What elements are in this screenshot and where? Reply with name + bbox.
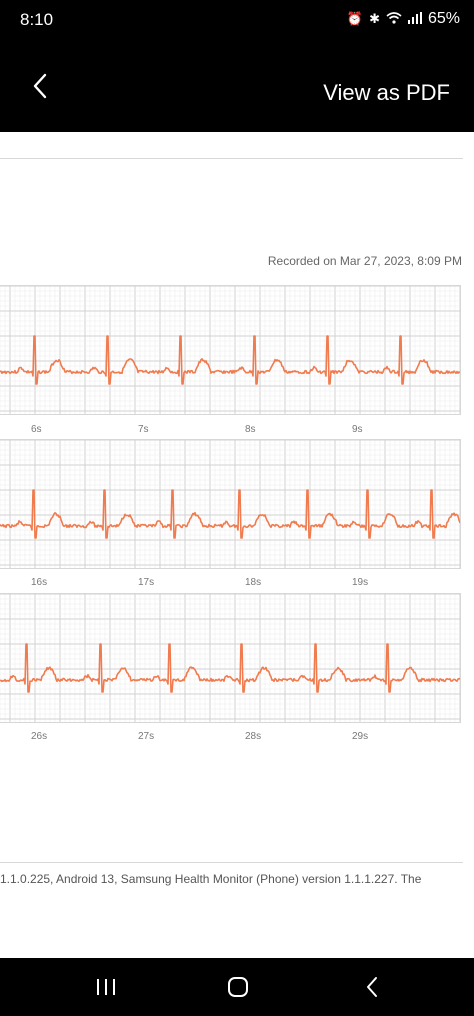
time-label: 9s	[352, 424, 363, 435]
ecg-waveform	[0, 643, 460, 693]
page-title: View as PDF	[323, 80, 450, 105]
time-label: 26s	[31, 731, 48, 742]
time-label: 17s	[138, 577, 155, 588]
ecg-waveform	[0, 335, 460, 385]
signal-icon	[407, 11, 422, 27]
ecg-trace	[0, 594, 460, 722]
home-button[interactable]	[214, 972, 262, 1002]
app-bar: View as PDF	[0, 40, 474, 132]
ecg-strip	[0, 593, 461, 723]
time-label: 18s	[245, 577, 262, 588]
back-button[interactable]	[20, 66, 60, 106]
ecg-waveform	[0, 489, 460, 539]
time-label: 27s	[138, 731, 155, 742]
device-info-text: 1.1.0.225, Android 13, Samsung Health Mo…	[0, 872, 422, 886]
ecg-trace	[0, 440, 460, 568]
recents-icon	[97, 979, 115, 995]
time-label: 6s	[31, 424, 42, 435]
alarm-icon: ⏰	[346, 11, 364, 26]
chevron-left-icon	[33, 73, 47, 99]
divider	[0, 862, 463, 863]
navigation-bar	[0, 958, 474, 1016]
back-nav-button[interactable]	[348, 972, 396, 1002]
recorded-timestamp: Recorded on Mar 27, 2023, 8:09 PM	[267, 254, 462, 268]
home-icon	[228, 977, 248, 997]
bluetooth-icon: ✱	[369, 11, 380, 26]
recents-button[interactable]	[82, 972, 130, 1002]
time-label: 29s	[352, 731, 369, 742]
back-icon	[367, 977, 377, 997]
divider	[0, 158, 463, 159]
battery-level: 65%	[427, 10, 460, 27]
ecg-trace	[0, 286, 460, 414]
time-label: 28s	[245, 731, 262, 742]
time-label: 7s	[138, 424, 149, 435]
time-label: 16s	[31, 577, 48, 588]
time-label: 8s	[245, 424, 256, 435]
status-bar: 8:10 ⏰ ✱ 65%	[0, 0, 474, 40]
ecg-strip	[0, 285, 461, 415]
wifi-icon	[386, 11, 402, 27]
time-label: 19s	[352, 577, 369, 588]
ecg-strip	[0, 439, 461, 569]
status-time: 8:10	[20, 10, 54, 29]
status-icons: ⏰ ✱ 65%	[347, 10, 460, 28]
